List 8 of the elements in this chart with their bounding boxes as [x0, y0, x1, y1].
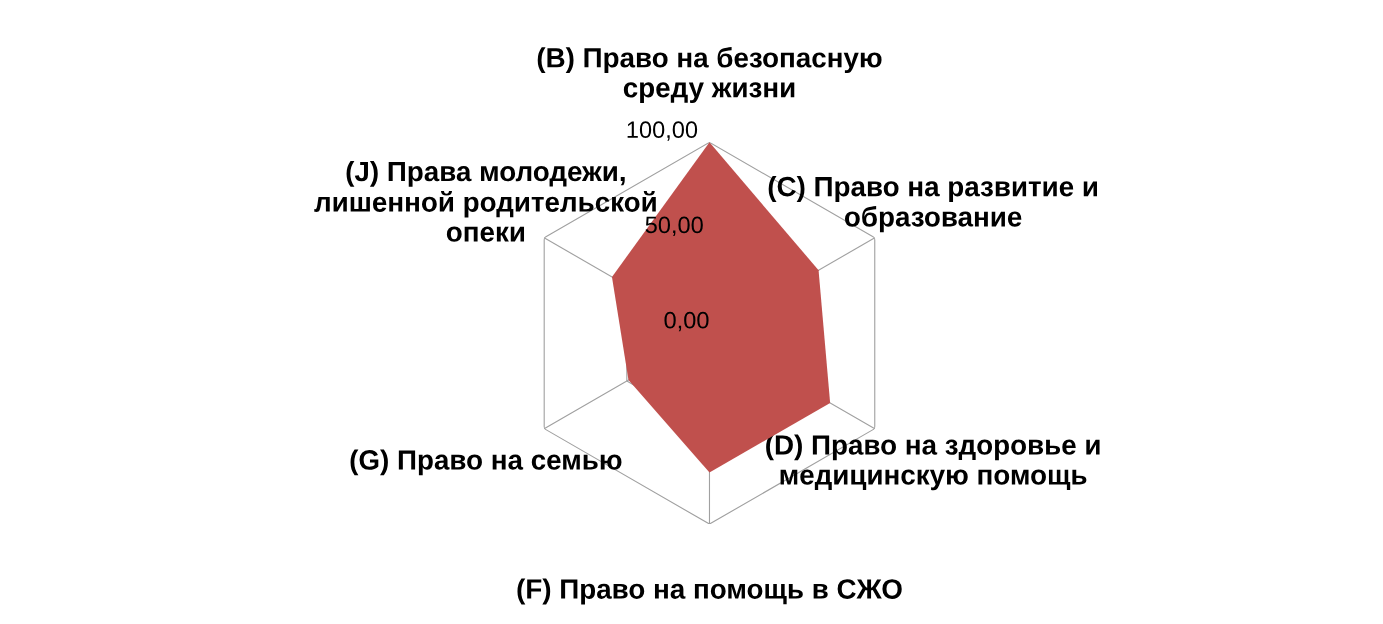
- spoke-label: (C) Право на развитие и образование: [768, 176, 1097, 233]
- spoke-label: (B) Право на безопасную среду жизни: [537, 46, 882, 104]
- spoke-label: (G) Право на семью: [350, 449, 622, 476]
- y-tick-label: 50,00: [645, 216, 703, 237]
- spoke-label: (D) Право на здоровье и медицинскую помощь: [766, 434, 1100, 491]
- spoke-label: (F) Право на помощь в СЖО: [517, 578, 902, 605]
- y-tick-label: 0,00: [664, 311, 709, 332]
- y-tick-label: 100,00: [627, 121, 698, 141]
